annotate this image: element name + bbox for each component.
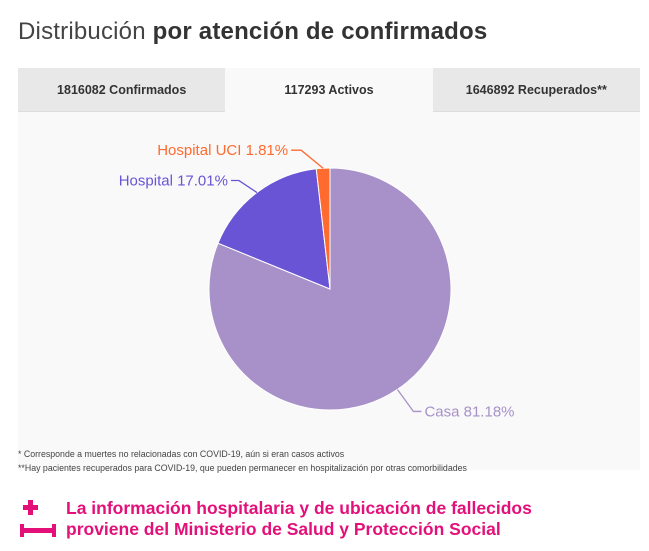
chart-panel: Casa 81.18% Hospital 17.01% Hospital UCI 1… [18, 112, 640, 470]
footnote-2: **Hay pacientes recuperados para COVID-1… [18, 463, 467, 473]
pie-slice-2[interactable] [315, 167, 331, 290]
title-light: Distribución [18, 18, 146, 45]
footer-line-2: proviene del Ministerio de Salud y Prote… [66, 519, 501, 539]
footnote-1: * Corresponde a muertes no relacionadas … [18, 449, 345, 459]
footnotes: * Corresponde a muertes no relacionadas … [18, 447, 646, 475]
hospital-bed-icon [20, 500, 56, 537]
pie-chart: Casa 81.18% Hospital 17.01% Hospital UCI 1… [119, 142, 515, 420]
pie-slice-1[interactable] [217, 168, 331, 290]
slice-label-2: Hospital UCI 1.81% [157, 142, 288, 159]
tab-confirmados[interactable]: 1816082 Confirmados [18, 68, 226, 112]
leader-line-2 [291, 149, 324, 169]
tab-activos[interactable]: 117293 Activos [225, 68, 433, 112]
leader-line-1 [230, 179, 258, 194]
info-footer: La información hospitalaria y de ubicaci… [18, 495, 643, 545]
leader-line-0 [396, 389, 422, 413]
title-bold: por atención de confirmados [152, 18, 488, 45]
tab-recuperados[interactable]: 1646892 Recuperados** [432, 68, 640, 112]
chart-title: Distribución por atención de confirmados [18, 18, 487, 46]
footer-text: La información hospitalaria y de ubicaci… [66, 498, 532, 540]
footer-line-1: La información hospitalaria y de ubicaci… [66, 498, 532, 518]
tab-bar: 1816082 Confirmados 117293 Activos 16468… [18, 68, 640, 112]
slice-label-0: Casa 81.18% [424, 403, 514, 420]
slice-label-1: Hospital 17.01% [119, 173, 228, 190]
